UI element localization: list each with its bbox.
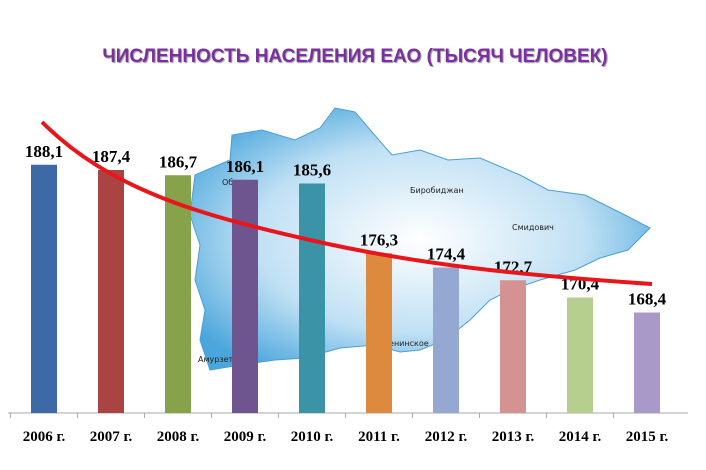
x-tick-label: 2011 г.	[358, 429, 400, 445]
x-tick-label: 2013 г.	[492, 429, 535, 445]
bar	[98, 170, 124, 413]
x-tick-label: 2006 г.	[23, 429, 66, 445]
map-label: Биробиджан	[410, 186, 464, 195]
x-tick-label: 2012 г.	[425, 429, 468, 445]
bar	[500, 280, 526, 413]
x-tick-label: 2007 г.	[90, 429, 133, 445]
value-label: 168,4	[628, 290, 667, 309]
x-tick-label: 2009 г.	[224, 429, 267, 445]
x-tick-label: 2014 г.	[559, 429, 602, 445]
value-label: 174,4	[427, 245, 466, 264]
value-label: 188,1	[25, 142, 63, 161]
value-label: 187,4	[92, 147, 131, 166]
chart-title: ЧИСЛЕННОСТЬ НАСЕЛЕНИЯ ЕАО (ТЫСЯЧ ЧЕЛОВЕК…	[102, 46, 607, 67]
x-tick-label: 2015 г.	[626, 429, 669, 445]
bar	[366, 253, 392, 413]
plot: 2006 г. 188,1 2007 г. 187,4 2008 г. 186,7 2009…	[8, 142, 688, 445]
bar	[634, 312, 660, 413]
value-label: 186,7	[159, 152, 198, 171]
bar	[567, 297, 593, 413]
bar	[31, 164, 57, 413]
value-label: 186,1	[226, 157, 264, 176]
trend-line	[40, 120, 653, 286]
value-label: 185,6	[293, 161, 331, 180]
value-label: 176,3	[360, 230, 398, 249]
bar	[165, 175, 191, 413]
bar	[433, 267, 459, 413]
bar	[232, 179, 258, 413]
x-tick-label: 2008 г.	[157, 429, 200, 445]
x-tick-label: 2010 г.	[291, 429, 334, 445]
bar	[299, 183, 325, 413]
map-label: Ленинское	[383, 339, 429, 348]
map-label: Амурзет	[198, 355, 233, 364]
map-label: Смидович	[512, 223, 554, 232]
